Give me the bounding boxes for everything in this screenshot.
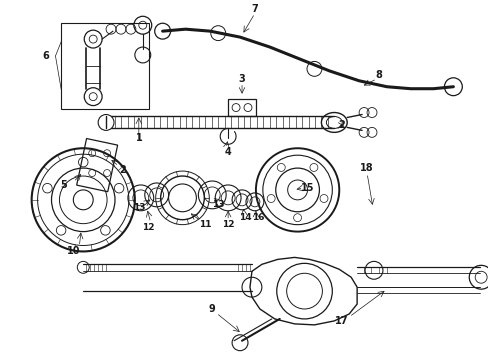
Text: 1: 1 (135, 133, 142, 143)
Bar (228, 99, 256, 117)
Text: 5: 5 (60, 180, 67, 190)
Text: 13: 13 (133, 203, 145, 212)
Text: 14: 14 (239, 213, 251, 222)
Text: 11: 11 (199, 220, 212, 229)
Text: 2: 2 (120, 165, 126, 175)
Text: 6: 6 (42, 51, 49, 61)
Bar (61, 23, 149, 109)
Text: 12: 12 (143, 223, 155, 232)
Text: 7: 7 (251, 4, 258, 14)
Text: 8: 8 (375, 70, 382, 80)
Text: 10: 10 (67, 247, 80, 256)
Text: 4: 4 (225, 147, 231, 157)
Text: 3: 3 (239, 74, 245, 84)
Text: 9: 9 (209, 304, 216, 314)
Text: 17: 17 (335, 316, 348, 326)
Text: 18: 18 (360, 163, 374, 173)
Text: 2: 2 (338, 121, 344, 130)
Text: 15: 15 (301, 183, 314, 193)
Text: 13: 13 (212, 200, 224, 209)
Text: 16: 16 (252, 213, 264, 222)
Text: 12: 12 (222, 220, 234, 229)
